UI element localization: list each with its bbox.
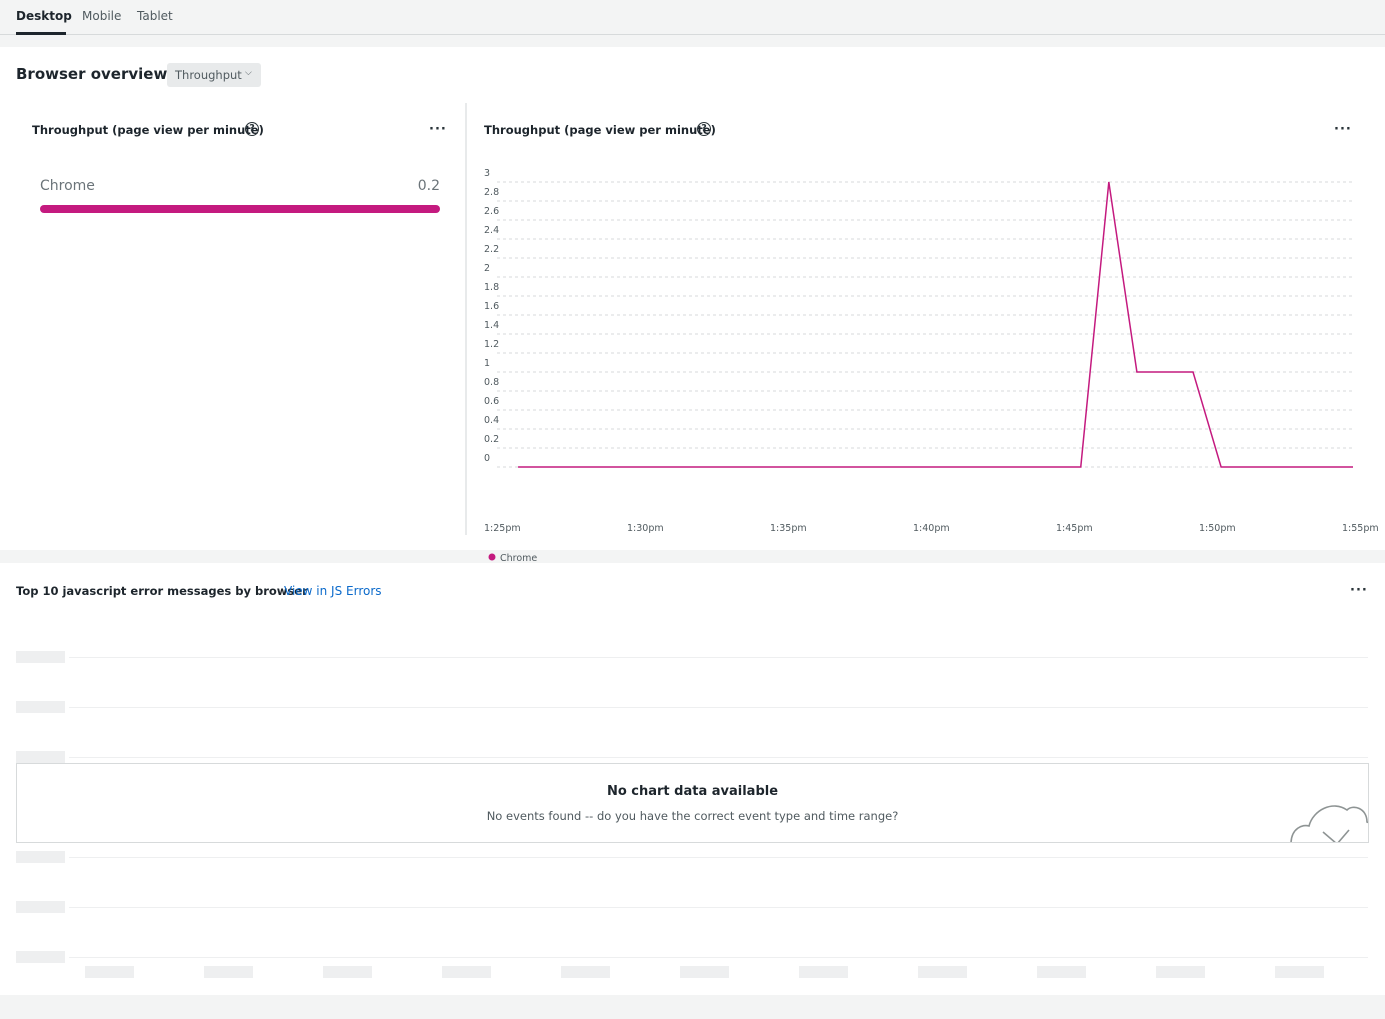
y-tick-label: 0.6 (484, 396, 499, 407)
y-tick-label: 0.2 (484, 434, 499, 445)
skeleton-row-label (16, 701, 65, 713)
skeleton-x-label (1275, 966, 1324, 978)
skeleton-x-label (799, 966, 848, 978)
skeleton-gridline (69, 657, 1368, 658)
skeleton-x-label (918, 966, 967, 978)
tab-desktop[interactable]: Desktop (16, 9, 72, 23)
legend-marker-chrome (488, 553, 496, 561)
x-tick-label: 1:55pm (1342, 523, 1379, 534)
skeleton-row-label (16, 651, 65, 663)
bar-value-chrome: 0.2 (417, 178, 440, 194)
page-title: Browser overview (16, 65, 168, 83)
y-tick-label: 3 (484, 168, 490, 179)
series-line-chrome (518, 181, 1353, 468)
skeleton-gridline (69, 707, 1368, 708)
y-tick-label: 2.4 (484, 225, 499, 236)
y-tick-label: 0.4 (484, 415, 499, 426)
y-tick-label: 1 (484, 358, 490, 369)
y-tick-label: 1.4 (484, 320, 499, 331)
throughput-line-chart: 0 0.2 0.4 0.6 0.8 1 1.2 1.4 1.6 1.8 2 2.2 2.4 2.6 2.8 3… (484, 168, 1379, 564)
x-tick-label: 1:45pm (1056, 523, 1093, 534)
skeleton-row-label (16, 951, 65, 963)
metric-dropdown-value: Throughput (175, 68, 242, 82)
y-tick-label: 0.8 (484, 377, 499, 388)
x-tick-label: 1:50pm (1199, 523, 1236, 534)
view-in-js-errors-link[interactable]: View in JS Errors (284, 584, 382, 598)
skeleton-gridline (69, 907, 1368, 908)
skeleton-row-label (16, 901, 65, 913)
y-tick-label: 1.2 (484, 339, 499, 350)
tab-tablet[interactable]: Tablet (137, 9, 173, 23)
y-tick-label: 2 (484, 263, 490, 274)
x-tick-label: 1:35pm (770, 523, 807, 534)
skeleton-x-label (204, 966, 253, 978)
y-tick-label: 2.8 (484, 187, 499, 198)
chevron-down-icon: ⌵ (245, 68, 252, 78)
y-tick-label: 1.6 (484, 301, 499, 312)
skeleton-row-label (16, 751, 65, 763)
empty-state-message: No events found -- do you have the corre… (486, 809, 899, 823)
legend-label-chrome: Chrome (500, 553, 537, 564)
skeleton-x-label (323, 966, 372, 978)
empty-state-title: No chart data available (606, 784, 779, 799)
device-tabs: Desktop Mobile Tablet (0, 0, 1385, 35)
skeleton-x-label (1037, 966, 1086, 978)
browser-overview-panel: Browser overview Throughput ⌵ Throughput… (0, 47, 1385, 564)
cloud-check-icon (1290, 805, 1368, 842)
y-tick-label: 1.8 (484, 282, 499, 293)
bar-label-chrome: Chrome (40, 178, 95, 194)
ellipsis-icon[interactable]: ··· (1350, 583, 1368, 598)
x-tick-label: 1:25pm (484, 523, 521, 534)
errors-card-title: Top 10 javascript error messages by brow… (16, 584, 308, 598)
bar-fill-chrome (40, 205, 440, 213)
question-circle-icon[interactable]: ? (245, 122, 259, 136)
skeleton-gridline (69, 857, 1368, 858)
bar-card-title: Throughput (page view per minute) (32, 123, 264, 137)
skeleton-x-label (561, 966, 610, 978)
skeleton-x-label (85, 966, 134, 978)
empty-state: No chart data available No events found … (16, 763, 1369, 843)
active-tab-indicator (16, 32, 66, 35)
ellipsis-icon[interactable]: ··· (1334, 122, 1352, 137)
metric-dropdown[interactable]: Throughput ⌵ (167, 63, 261, 87)
x-tick-label: 1:40pm (913, 523, 950, 534)
skeleton-x-label (1156, 966, 1205, 978)
skeleton-gridline (69, 957, 1368, 958)
line-card-title: Throughput (page view per minute) (484, 123, 716, 137)
skeleton-x-label (442, 966, 491, 978)
card-divider (465, 103, 467, 535)
skeleton-gridline (69, 757, 1368, 758)
y-tick-label: 0 (484, 453, 490, 464)
js-errors-panel: Top 10 javascript error messages by brow… (0, 563, 1385, 995)
skeleton-row-label (16, 851, 65, 863)
tab-mobile[interactable]: Mobile (82, 9, 122, 23)
skeleton-x-label (680, 966, 729, 978)
y-tick-label: 2.2 (484, 244, 499, 255)
x-tick-label: 1:30pm (627, 523, 664, 534)
y-tick-label: 2.6 (484, 206, 499, 217)
question-circle-icon[interactable]: ? (697, 122, 711, 136)
ellipsis-icon[interactable]: ··· (429, 122, 447, 137)
